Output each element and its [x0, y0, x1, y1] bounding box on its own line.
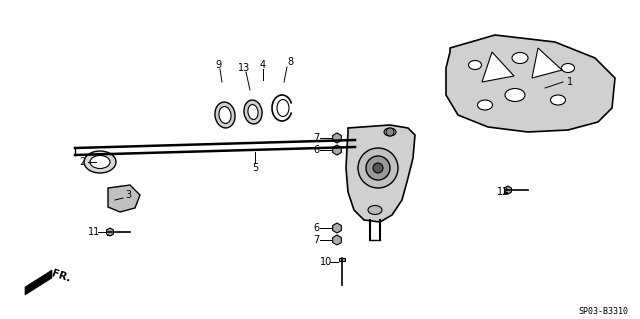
Polygon shape — [108, 185, 140, 212]
FancyBboxPatch shape — [504, 187, 508, 193]
Ellipse shape — [468, 61, 481, 70]
Text: 12: 12 — [497, 187, 509, 197]
Circle shape — [366, 156, 390, 180]
Ellipse shape — [384, 128, 396, 136]
Text: SP03-B3310: SP03-B3310 — [578, 308, 628, 316]
Ellipse shape — [477, 100, 493, 110]
Ellipse shape — [512, 53, 528, 63]
Circle shape — [373, 163, 383, 173]
Ellipse shape — [505, 88, 525, 101]
FancyBboxPatch shape — [107, 229, 111, 235]
Text: 5: 5 — [252, 163, 258, 173]
Ellipse shape — [277, 100, 289, 116]
Circle shape — [358, 148, 398, 188]
Ellipse shape — [368, 205, 382, 214]
Text: 7: 7 — [313, 133, 319, 143]
Polygon shape — [482, 52, 514, 82]
Polygon shape — [25, 270, 52, 295]
Text: 10: 10 — [320, 257, 332, 267]
Text: 8: 8 — [287, 57, 293, 67]
Text: 11: 11 — [88, 227, 100, 237]
Ellipse shape — [561, 63, 575, 72]
Text: FR.: FR. — [50, 268, 72, 284]
Text: 2: 2 — [79, 157, 85, 167]
Text: 4: 4 — [260, 60, 266, 70]
Text: 7: 7 — [313, 235, 319, 245]
Ellipse shape — [219, 107, 231, 123]
Text: 3: 3 — [125, 190, 131, 200]
Circle shape — [386, 128, 394, 136]
FancyBboxPatch shape — [339, 258, 345, 261]
Polygon shape — [532, 48, 562, 78]
Ellipse shape — [215, 102, 235, 128]
Polygon shape — [346, 125, 415, 222]
Text: 6: 6 — [313, 145, 319, 155]
Text: 13: 13 — [238, 63, 250, 73]
Ellipse shape — [244, 100, 262, 124]
Text: 1: 1 — [567, 77, 573, 87]
Text: 9: 9 — [215, 60, 221, 70]
Ellipse shape — [84, 151, 116, 173]
Ellipse shape — [90, 155, 110, 168]
Polygon shape — [446, 35, 615, 132]
Ellipse shape — [248, 105, 258, 119]
Text: 6: 6 — [313, 223, 319, 233]
Ellipse shape — [550, 95, 566, 105]
